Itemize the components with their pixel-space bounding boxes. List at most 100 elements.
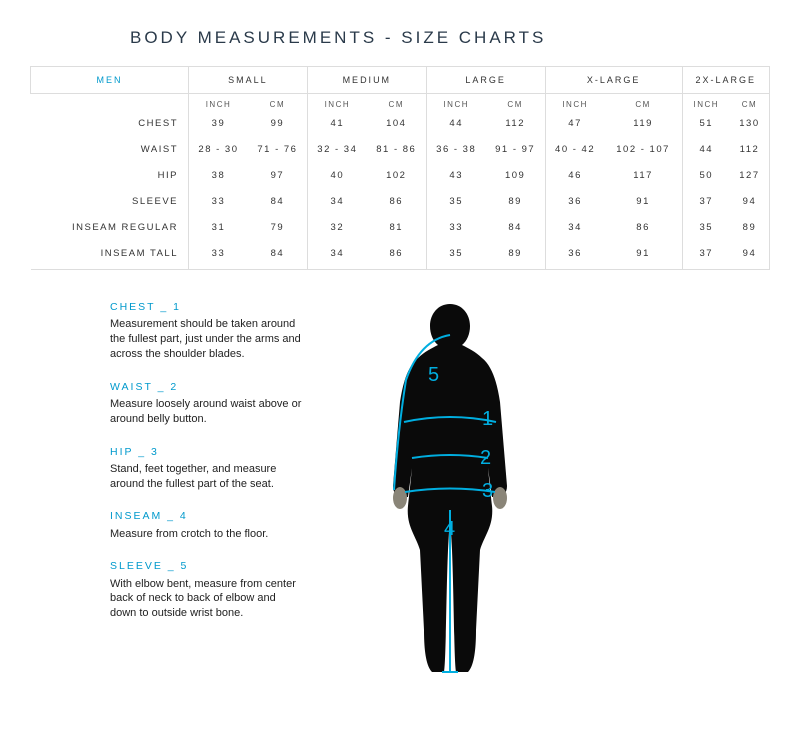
unit-label-cm: CM — [486, 94, 545, 114]
cell-cm: 109 — [486, 165, 545, 191]
size-chart-body: INCHCMINCHCMINCHCMINCHCMINCHCMCHEST39994… — [31, 94, 770, 270]
unit-label-inch: INCH — [307, 94, 366, 114]
cell-cm: 79 — [248, 217, 307, 243]
cell-inch: 40 - 42 — [545, 139, 604, 165]
cell-cm: 104 — [367, 113, 426, 139]
cell-inch: 37 — [682, 243, 730, 270]
table-row: HIP389740102431094611750127 — [31, 165, 770, 191]
size-header: SMALL — [189, 67, 308, 94]
cell-cm: 84 — [486, 217, 545, 243]
cell-inch: 33 — [426, 217, 485, 243]
instruction-block: SLEEVE _ 5 With elbow bent, measure from … — [110, 559, 305, 621]
cell-inch: 46 — [545, 165, 604, 191]
figure-number-label: 3 — [482, 480, 493, 503]
size-chart-header: MENSMALLMEDIUMLARGEX-LARGE2X-LARGE — [31, 67, 770, 94]
cell-inch: 28 - 30 — [189, 139, 248, 165]
cell-cm: 89 — [486, 243, 545, 270]
cell-cm: 84 — [248, 243, 307, 270]
cell-inch: 32 — [307, 217, 366, 243]
table-row: INSEAM REGULAR31793281338434863589 — [31, 217, 770, 243]
cell-inch: 43 — [426, 165, 485, 191]
instruction-label: INSEAM _ 4 — [110, 509, 305, 523]
unit-label-cm: CM — [605, 94, 683, 114]
instruction-block: INSEAM _ 4Measure from crotch to the flo… — [110, 509, 305, 541]
figure-number-label: 4 — [444, 518, 455, 541]
row-label: HIP — [31, 165, 189, 191]
cell-cm: 91 - 97 — [486, 139, 545, 165]
page-title: BODY MEASUREMENTS - SIZE CHARTS — [130, 28, 770, 48]
measurement-instructions: CHEST _ 1 Measurement should be taken aro… — [110, 300, 305, 680]
cell-cm: 119 — [605, 113, 683, 139]
cell-inch: 50 — [682, 165, 730, 191]
figure-number-label: 1 — [482, 408, 493, 431]
cell-inch: 34 — [545, 217, 604, 243]
instruction-label: CHEST _ 1 — [110, 300, 305, 314]
cell-cm: 94 — [730, 243, 770, 270]
unit-label-cm: CM — [248, 94, 307, 114]
instruction-label: SLEEVE _ 5 — [110, 559, 305, 573]
row-label: SLEEVE — [31, 191, 189, 217]
row-label: WAIST — [31, 139, 189, 165]
unit-label-inch: INCH — [682, 94, 730, 114]
cell-cm: 86 — [605, 217, 683, 243]
row-label: INSEAM TALL — [31, 243, 189, 270]
cell-cm: 71 - 76 — [248, 139, 307, 165]
size-header: MEDIUM — [307, 67, 426, 94]
cell-cm: 112 — [486, 113, 545, 139]
cell-cm: 89 — [486, 191, 545, 217]
instruction-text: Stand, feet together, and measure around… — [110, 462, 305, 492]
unit-label-cm: CM — [730, 94, 770, 114]
row-label: INSEAM REGULAR — [31, 217, 189, 243]
size-chart-table: MENSMALLMEDIUMLARGEX-LARGE2X-LARGE INCHC… — [30, 66, 770, 270]
cell-cm: 84 — [248, 191, 307, 217]
instruction-label: HIP _ 3 — [110, 445, 305, 459]
cell-inch: 34 — [307, 191, 366, 217]
table-row: CHEST399941104441124711951130 — [31, 113, 770, 139]
cell-cm: 89 — [730, 217, 770, 243]
instruction-block: WAIST _ 2Measure loosely around waist ab… — [110, 380, 305, 427]
cell-cm: 86 — [367, 243, 426, 270]
unit-label-inch: INCH — [426, 94, 485, 114]
cell-inch: 51 — [682, 113, 730, 139]
instruction-text: With elbow bent, measure from center bac… — [110, 577, 305, 622]
cell-inch: 31 — [189, 217, 248, 243]
cell-inch: 36 — [545, 243, 604, 270]
instruction-block: HIP _ 3 Stand, feet together, and measure… — [110, 445, 305, 492]
cell-inch: 35 — [426, 191, 485, 217]
row-label: CHEST — [31, 113, 189, 139]
cell-cm: 94 — [730, 191, 770, 217]
instruction-block: CHEST _ 1 Measurement should be taken aro… — [110, 300, 305, 362]
cell-cm: 86 — [367, 191, 426, 217]
cell-inch: 33 — [189, 243, 248, 270]
cell-cm: 81 — [367, 217, 426, 243]
cell-cm: 102 - 107 — [605, 139, 683, 165]
cell-inch: 44 — [426, 113, 485, 139]
size-header: LARGE — [426, 67, 545, 94]
unit-label-cm: CM — [367, 94, 426, 114]
cell-cm: 102 — [367, 165, 426, 191]
figure-number-label: 2 — [480, 447, 491, 470]
cell-inch: 36 - 38 — [426, 139, 485, 165]
cell-inch: 38 — [189, 165, 248, 191]
cell-cm: 130 — [730, 113, 770, 139]
cell-inch: 44 — [682, 139, 730, 165]
cell-inch: 40 — [307, 165, 366, 191]
cell-inch: 37 — [682, 191, 730, 217]
cell-cm: 91 — [605, 243, 683, 270]
cell-cm: 97 — [248, 165, 307, 191]
cell-cm: 117 — [605, 165, 683, 191]
cell-cm: 91 — [605, 191, 683, 217]
table-row: WAIST28 - 3071 - 7632 - 3481 - 8636 - 38… — [31, 139, 770, 165]
table-row: SLEEVE33843486358936913794 — [31, 191, 770, 217]
table-row: INSEAM TALL33843486358936913794 — [31, 243, 770, 270]
hand-icon — [493, 487, 507, 509]
figure-number-label: 5 — [428, 364, 439, 387]
unit-label-inch: INCH — [545, 94, 604, 114]
cell-inch: 32 - 34 — [307, 139, 366, 165]
body-figure: 1 2 3 4 5 — [320, 300, 580, 680]
size-header: X-LARGE — [545, 67, 682, 94]
instruction-text: Measurement should be taken around the f… — [110, 317, 305, 362]
table-corner-label: MEN — [31, 67, 189, 94]
cell-cm: 99 — [248, 113, 307, 139]
instruction-label: WAIST _ 2 — [110, 380, 305, 394]
